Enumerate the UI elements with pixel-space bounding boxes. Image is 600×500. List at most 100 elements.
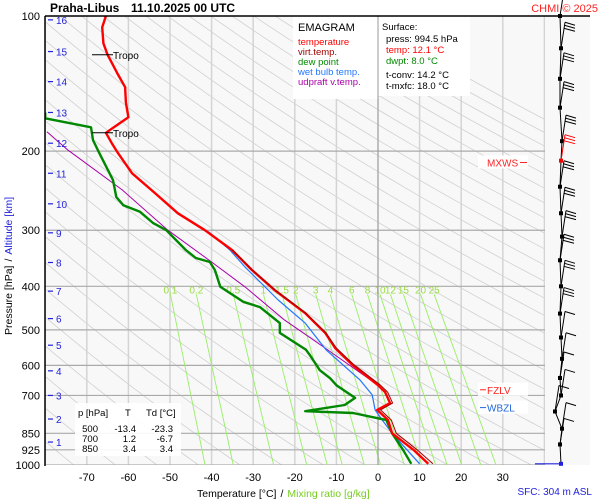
pressure-tick-label: 1000 — [16, 460, 40, 472]
mixing-ratio-line — [402, 294, 463, 466]
mixing-ratio-line — [433, 294, 497, 466]
mixing-ratio-label: 25 — [429, 285, 441, 296]
altitude-tick-label: 4 — [56, 367, 62, 378]
mixing-ratio-line — [232, 294, 275, 466]
wind-barb-icon — [559, 160, 575, 187]
pressure-tick-label: 400 — [22, 281, 40, 293]
wind-barb-icon — [559, 233, 575, 261]
mixing-ratio-label: 12 — [385, 285, 397, 296]
y-axis-label-altitude: Altitude [km] — [3, 197, 15, 255]
wind-barb-icon — [559, 81, 575, 108]
wind-barb-feather — [564, 120, 577, 125]
wind-barb-feather — [562, 58, 575, 63]
wind-barb-icon — [561, 210, 577, 237]
wind-barb-feather — [562, 166, 575, 171]
wind-barb-staff — [560, 187, 566, 214]
dry-adiabat — [59, 16, 545, 334]
dry-adiabat — [188, 16, 545, 234]
x-axis-label: Temperature [°C] / Mixing ratio [g/kg] — [197, 488, 370, 500]
wind-barb-feather — [563, 236, 575, 241]
wind-barb-feather — [563, 163, 575, 168]
y-axis-separator: / — [3, 259, 15, 262]
wind-barb-feather — [562, 87, 575, 92]
wind-barb-icon — [560, 311, 576, 338]
altitude-tick-label: 1 — [56, 438, 62, 449]
y-axis-label-pressure: Pressure [hPa] — [3, 265, 15, 335]
wind-barb-feather — [564, 311, 576, 315]
altitude-tick-label: 2 — [56, 415, 62, 426]
altitude-tick-label: 13 — [56, 108, 68, 119]
wind-barb-staff — [559, 0, 563, 17]
temperature-tick-label: -50 — [162, 472, 178, 484]
altitude-tick-label: 14 — [56, 78, 68, 89]
legend-dew-point: dew point — [298, 57, 339, 68]
dew-point-line — [45, 112, 413, 465]
wind-barb-staff — [559, 418, 565, 445]
wind-barb-feather — [565, 117, 577, 122]
wind-barb-staff — [559, 81, 565, 108]
temperature-tick-label: -60 — [120, 472, 136, 484]
table-cell: -6.7 — [157, 434, 173, 445]
wind-barb-feather — [564, 186, 576, 191]
mixing-ratio-label: 3 — [313, 285, 319, 296]
wbzl-label: WBZL — [487, 404, 515, 415]
pressure-tick-label: 700 — [22, 390, 40, 402]
wind-barb-staff — [559, 160, 565, 187]
mixing-ratio-label: 0.2 — [189, 285, 203, 296]
mxws-label: MXWS — [487, 159, 518, 170]
surface-title: Surface: — [382, 22, 417, 33]
wind-barb-icon — [559, 351, 575, 379]
mixing-ratio-line — [420, 294, 482, 466]
wind-barb-icon — [559, 0, 563, 17]
legend-wet-bulb: wet bulb temp. — [297, 67, 360, 78]
legend-box — [293, 16, 378, 99]
dry-adiabat — [45, 99, 545, 431]
table-cell: 3.4 — [160, 444, 173, 455]
wind-barb-staff — [560, 22, 566, 49]
table-cell: 500 — [82, 424, 98, 435]
wind-barb-staff — [561, 115, 567, 142]
wbzl-bg — [478, 400, 528, 414]
copyright: CHMI © 2025 — [531, 3, 598, 15]
wind-barb-staff — [560, 311, 566, 338]
dry-adiabat — [45, 58, 545, 390]
temperature-tick-label: 20 — [455, 472, 467, 484]
wind-barb-feather — [563, 81, 575, 86]
altitude-tick-label: 9 — [56, 229, 62, 240]
mixing-ratio-line — [295, 294, 343, 466]
x-axis-label-temp: Temperature [°C] — [197, 488, 277, 500]
wind-barb-icon — [560, 368, 576, 396]
wind-barb-feather — [564, 216, 577, 221]
wind-barb-feather — [558, 385, 570, 389]
temperature-tick-label: -30 — [245, 472, 261, 484]
wind-barb-feather — [563, 290, 575, 295]
wind-barb-feather — [563, 160, 575, 165]
temperature-tick-label: -10 — [328, 472, 344, 484]
surface-tconv: t-conv: 14.2 °C — [386, 70, 449, 81]
altitude-tick-label: 6 — [56, 315, 62, 326]
altitude-tick-label: 12 — [56, 139, 68, 150]
dry-adiabat — [145, 16, 545, 266]
wind-barb-feather — [564, 21, 576, 26]
wind-barb-staff — [559, 234, 565, 261]
mixing-ratio-line — [315, 294, 365, 466]
mixing-ratio-line — [195, 294, 234, 466]
mixing-ratio-label: 20 — [415, 285, 427, 296]
tropopause-label: Tropo — [113, 51, 139, 62]
pressure-tick-label: 200 — [22, 146, 40, 158]
table-cell: 700 — [82, 434, 98, 445]
wind-barb-feather — [565, 213, 577, 218]
mixing-ratio-lines: 0.1 0.2 0.5 1 1.5 2 3 4 6 8 10 12 15 20 25 — [163, 285, 497, 466]
dry-adiabat — [210, 16, 545, 219]
temperature-tick-label: -70 — [79, 472, 95, 484]
wind-barb-feather — [563, 27, 576, 32]
altitude-tick-label: 10 — [56, 200, 68, 211]
wind-barb-feather — [563, 84, 575, 89]
table-cell: -13.4 — [114, 424, 136, 435]
wind-barb-feather — [562, 239, 575, 244]
table-row: 700 1.2 -6.7 — [82, 434, 173, 445]
table-row: 850 3.4 3.4 — [82, 444, 173, 455]
wind-barb-icon — [554, 385, 570, 412]
